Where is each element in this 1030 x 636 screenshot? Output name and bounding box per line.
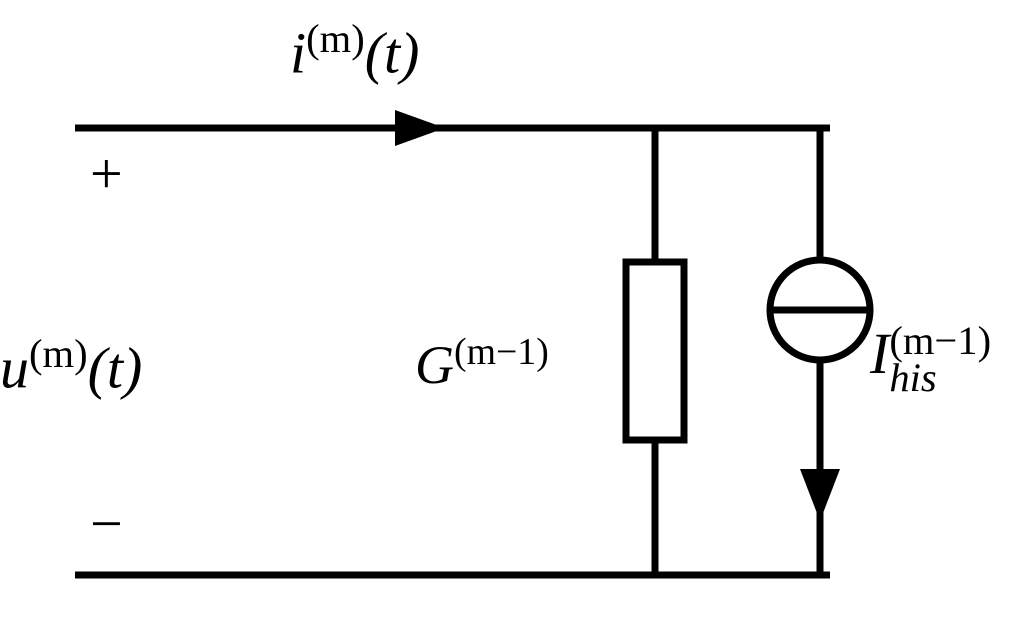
current-label: i(m)(t)	[290, 15, 419, 86]
history-current-source-label: I(m−1)his	[870, 320, 991, 396]
plus-terminal-label: +	[90, 140, 123, 207]
circuit-diagram	[0, 0, 1030, 636]
conductance-label: G(m−1)	[415, 330, 549, 396]
voltage-label: u(m)(t)	[0, 330, 142, 401]
minus-terminal-label: −	[90, 490, 123, 557]
